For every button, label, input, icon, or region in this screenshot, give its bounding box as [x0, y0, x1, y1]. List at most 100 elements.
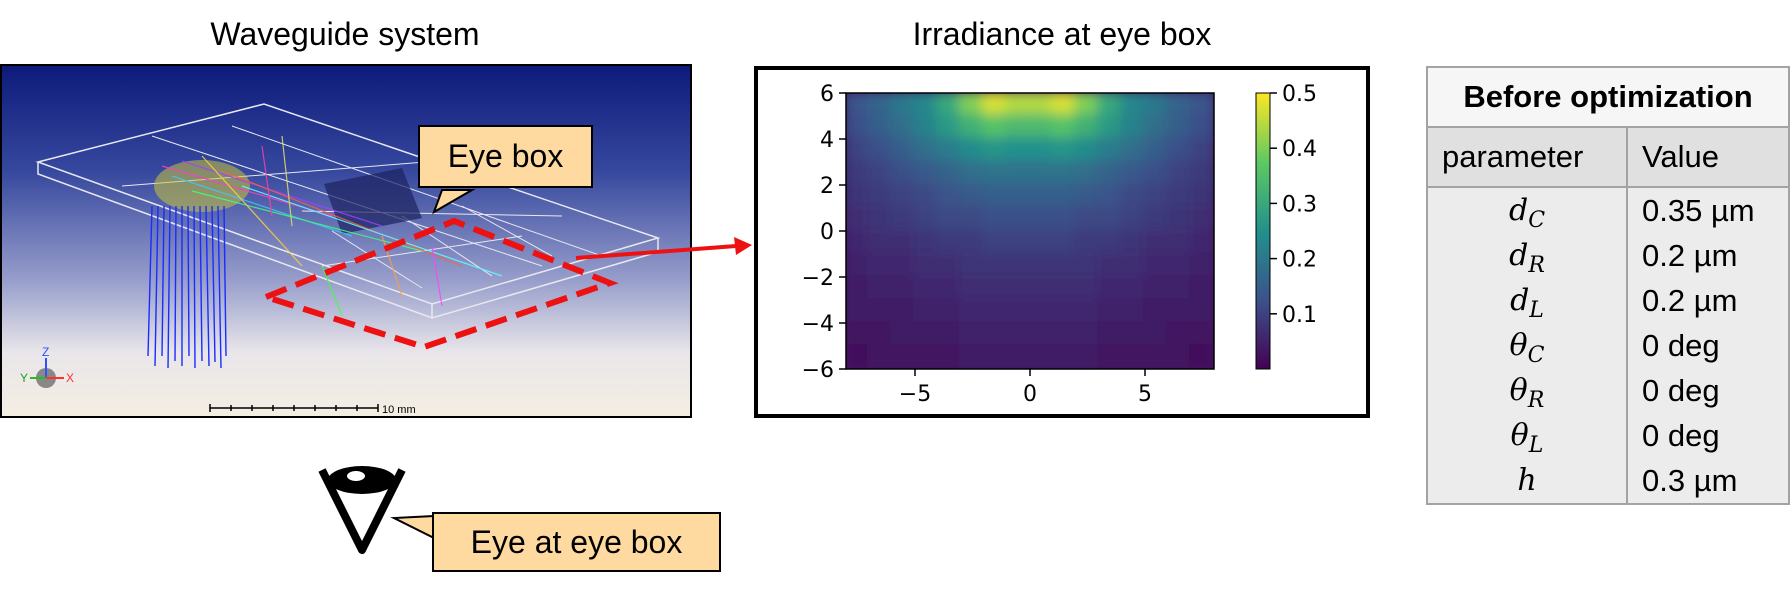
- parameter-symbol: dR: [1509, 238, 1545, 278]
- y-tick-label: −2: [802, 266, 834, 291]
- heatmap-cell: [1143, 275, 1170, 302]
- heatmap-cell: [913, 229, 940, 256]
- heatmap-cell: [1166, 114, 1193, 141]
- heatmap-cell: [1120, 183, 1147, 210]
- heatmap-cell: [1143, 114, 1170, 141]
- heatmap-cell: [846, 229, 871, 256]
- heatmap-cell: [959, 344, 986, 369]
- heatmap-cell: [1005, 137, 1032, 164]
- scale-bar: [209, 404, 379, 412]
- heatmap-cell: [1074, 229, 1101, 256]
- heatmap-cell: [913, 206, 940, 233]
- heatmap-cell: [1143, 321, 1170, 348]
- heatmap-cell: [1189, 183, 1214, 210]
- heatmap-cell: [1028, 298, 1055, 325]
- heatmap-cell: [982, 183, 1009, 210]
- heatmap-cell: [936, 321, 963, 348]
- heatmap-cell: [982, 206, 1009, 233]
- heatmap-cell: [959, 298, 986, 325]
- heatmap-cell: [982, 321, 1009, 348]
- heatmap-cell: [936, 298, 963, 325]
- heatmap-cell: [1005, 321, 1032, 348]
- heatmap-cell: [936, 275, 963, 302]
- heatmap-cell: [1120, 275, 1147, 302]
- heatmap-cell: [1074, 93, 1101, 118]
- heatmap-cell: [1143, 137, 1170, 164]
- heatmap-cell: [1120, 321, 1147, 348]
- heatmap-cell: [1097, 114, 1124, 141]
- heatmap-cell: [1166, 321, 1193, 348]
- heatmap-cell: [1097, 298, 1124, 325]
- heatmap-cell: [1028, 93, 1055, 118]
- heatmap-cell: [1189, 93, 1214, 118]
- heatmap-cell: [1074, 344, 1101, 369]
- heatmap-cell: [1074, 321, 1101, 348]
- heatmap-cell: [1189, 252, 1214, 279]
- heatmap-cell: [890, 275, 917, 302]
- eye-box-callout-tail: [432, 189, 476, 215]
- heatmap-cell: [1166, 93, 1193, 118]
- heatmap-cell: [982, 137, 1009, 164]
- parameter-symbol: θR: [1509, 373, 1545, 413]
- parameter-value: 0.2 µm: [1642, 283, 1738, 318]
- axis-triad: Z Y X: [20, 345, 74, 388]
- heatmap-cell: [890, 229, 917, 256]
- y-tick-label: 0: [820, 220, 834, 245]
- heatmap-cell: [1166, 137, 1193, 164]
- parameter-value: 0 deg: [1642, 418, 1720, 453]
- heatmap-cell: [982, 298, 1009, 325]
- heatmap-cell: [1189, 321, 1214, 348]
- heatmap-cell: [890, 321, 917, 348]
- y-tick-label: 6: [820, 82, 834, 107]
- heatmap-cell: [1005, 93, 1032, 118]
- parameter-symbol: dC: [1508, 193, 1546, 233]
- heatmap-cell: [1189, 275, 1214, 302]
- heatmap-cell: [1074, 137, 1101, 164]
- heatmap-cell: [1005, 252, 1032, 279]
- colorbar-tick-label: 0.3: [1282, 192, 1317, 217]
- heatmap-cell: [1097, 137, 1124, 164]
- heatmap-cell: [1074, 252, 1101, 279]
- heatmap-cell: [1166, 206, 1193, 233]
- heatmap-cell: [1005, 298, 1032, 325]
- heatmap-cell: [1005, 160, 1032, 187]
- x-tick-label: −5: [899, 382, 931, 407]
- heatmap-cell: [1051, 229, 1078, 256]
- heatmap-cell: [982, 93, 1009, 118]
- axis-x-label: X: [66, 371, 74, 385]
- heatmap-cell: [1074, 160, 1101, 187]
- grating-pocket: [324, 168, 422, 234]
- heatmap-cell: [959, 206, 986, 233]
- heatmap-cell: [1051, 275, 1078, 302]
- heatmap-cell: [1028, 137, 1055, 164]
- parameter-value: 0 deg: [1642, 373, 1720, 408]
- heatmap-cell: [867, 183, 894, 210]
- heatmap-cell: [846, 321, 871, 348]
- heatmap-cell: [959, 252, 986, 279]
- heatmap-cell: [1005, 229, 1032, 256]
- parameter-symbol: h: [1517, 463, 1537, 498]
- heatmap-cell: [1120, 160, 1147, 187]
- heatmap-cell: [867, 298, 894, 325]
- heatmap-cell: [1120, 114, 1147, 141]
- parameter-value: 0 deg: [1642, 328, 1720, 363]
- heatmap-cell: [1074, 183, 1101, 210]
- heatmap-cell: [913, 298, 940, 325]
- heatmap-cell: [1120, 229, 1147, 256]
- col-header-parameter: parameter: [1426, 126, 1628, 188]
- heatmap-cell: [1051, 183, 1078, 210]
- heatmap-cell: [846, 183, 871, 210]
- heatmap-cell: [1028, 206, 1055, 233]
- heatmap-cell: [1166, 183, 1193, 210]
- heatmap-cell: [1189, 229, 1214, 256]
- axis-y-label: Y: [20, 371, 28, 385]
- heatmap-cell: [982, 275, 1009, 302]
- heatmap-cell: [1143, 252, 1170, 279]
- x-tick-label: 5: [1138, 382, 1152, 407]
- heatmap-cell: [1120, 137, 1147, 164]
- heatmap-cell: [867, 206, 894, 233]
- eye-icon: [318, 466, 406, 554]
- heatmap-cell: [913, 252, 940, 279]
- heatmap-cell: [867, 229, 894, 256]
- waveguide-title: Waveguide system: [210, 16, 480, 52]
